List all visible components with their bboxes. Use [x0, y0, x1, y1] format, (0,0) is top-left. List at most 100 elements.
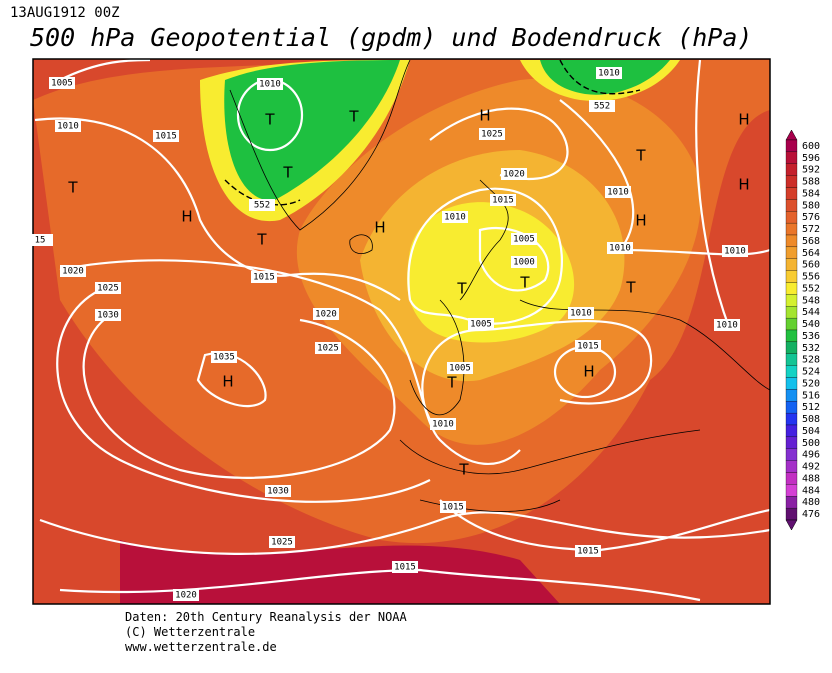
colorbar-segment [785, 294, 798, 307]
isobar-label: 1010 [444, 213, 466, 223]
isobar-label: 1015 [394, 563, 416, 573]
pressure-center: H [635, 212, 646, 230]
isobar-label: 1010 [432, 420, 454, 430]
isobar-label-box [440, 501, 466, 513]
isobar-label: 1025 [271, 538, 293, 548]
isobar-label: 1010 [607, 188, 629, 198]
colorbar-segment [785, 270, 798, 283]
colorbar-label: 480 [802, 497, 820, 508]
colorbar-segment [785, 507, 798, 521]
colorbar-label: 552 [802, 283, 820, 294]
colorbar-segment [785, 139, 798, 153]
colorbar-segment [785, 401, 798, 414]
colorbar-segment [785, 424, 798, 438]
colorbar-label: 484 [802, 485, 820, 496]
map [33, 59, 770, 604]
colorbar-label: 596 [802, 153, 820, 164]
colorbar-segment [785, 353, 798, 366]
isobar-label-box [251, 271, 277, 283]
pressure-center: T [256, 231, 267, 249]
isobar-label-box [392, 561, 418, 573]
colorbar-label: 588 [802, 177, 820, 188]
colorbar-segment [785, 496, 798, 509]
isobar-label-box [447, 362, 473, 374]
colorbar-segment [785, 484, 798, 497]
isobar-label-box [49, 77, 75, 89]
colorbar-label: 508 [802, 414, 820, 425]
colorbar-segment [785, 317, 798, 331]
isobar-label-box [607, 242, 633, 254]
isobar-label: 1000 [513, 258, 535, 268]
isobar-label-box [722, 245, 748, 257]
isobar-label-box [714, 319, 740, 331]
isobar-label: 1010 [724, 247, 746, 257]
isobar-label-box [511, 233, 537, 245]
footer-line: Daten: 20th Century Reanalysis der NOAA [125, 610, 408, 624]
isobar-label: 1020 [175, 591, 197, 601]
colorbar-segment [785, 151, 798, 164]
isobar-label-box [265, 485, 291, 497]
isobar-label-box [211, 351, 237, 363]
colorbar-label: 592 [802, 165, 820, 176]
pressure-center: T [446, 374, 457, 392]
isobar-label: 1010 [716, 321, 738, 331]
isobar-label: 1030 [97, 311, 119, 321]
isobar-label: 1025 [481, 130, 503, 140]
date: 13AUG1912 00Z [10, 5, 120, 21]
isobar-label: 1005 [51, 79, 73, 89]
isobar-label: 1010 [570, 309, 592, 319]
colorbar-segment [785, 460, 798, 473]
colorbar-segment [785, 175, 798, 188]
isobar-label: 1005 [513, 235, 535, 245]
isobar-label: 1015 [492, 196, 514, 206]
title: 500 hPa Geopotential (gpdm) und Bodendru… [30, 23, 752, 52]
colorbar-segment [785, 472, 798, 485]
colorbar-segment [785, 211, 798, 224]
isobar-label-box [55, 120, 81, 132]
isobar-label: 1010 [57, 122, 79, 132]
isobar-label-box [442, 211, 468, 223]
isobar-label-box [589, 100, 615, 112]
pressure-center: T [458, 461, 469, 479]
colorbar-segment [785, 377, 798, 390]
isobar-label-box [605, 186, 631, 198]
isobar-label: 15 [35, 236, 46, 246]
isobar-label-box [479, 128, 505, 140]
colorbar-segment [785, 341, 798, 354]
isobar-label: 1015 [253, 273, 275, 283]
isobar-label-box [95, 309, 121, 321]
colorbar-segment [785, 365, 798, 378]
isobar-label: 552 [594, 102, 610, 112]
isobar-label: 1020 [315, 310, 337, 320]
pressure-center: T [282, 164, 293, 182]
isobar-label-box [430, 418, 456, 430]
isobar-label-box [468, 318, 494, 330]
colorbar-segment [785, 199, 798, 212]
isobar-label-box [153, 130, 179, 142]
isobar-label: 1035 [213, 353, 235, 363]
colorbar-arrow [785, 129, 798, 141]
pressure-center: T [67, 179, 78, 197]
isobar-label-box [511, 256, 537, 268]
colorbar-segment [785, 412, 798, 426]
isobar-label: 1005 [449, 364, 471, 374]
colorbar-label: 576 [802, 212, 820, 223]
isobar-label: 1015 [155, 132, 177, 142]
colorbar-segment [785, 448, 798, 461]
colorbar-label: 584 [802, 188, 820, 199]
pressure-center: H [738, 176, 749, 194]
colorbar-label: 528 [802, 355, 820, 366]
colorbar-label: 600 [802, 141, 820, 152]
isobar-label-box [313, 308, 339, 320]
colorbar-label: 488 [802, 473, 820, 484]
colorbar-label: 524 [802, 367, 820, 378]
isobar-label-box [60, 265, 86, 277]
isobar-label-box [269, 536, 295, 548]
colorbar-label: 520 [802, 378, 820, 389]
pressure-center: H [181, 208, 192, 226]
isobar-label: 1010 [259, 80, 281, 90]
colorbar-label: 580 [802, 200, 820, 211]
pressure-center: H [222, 373, 233, 391]
colorbar-segment [785, 282, 798, 295]
